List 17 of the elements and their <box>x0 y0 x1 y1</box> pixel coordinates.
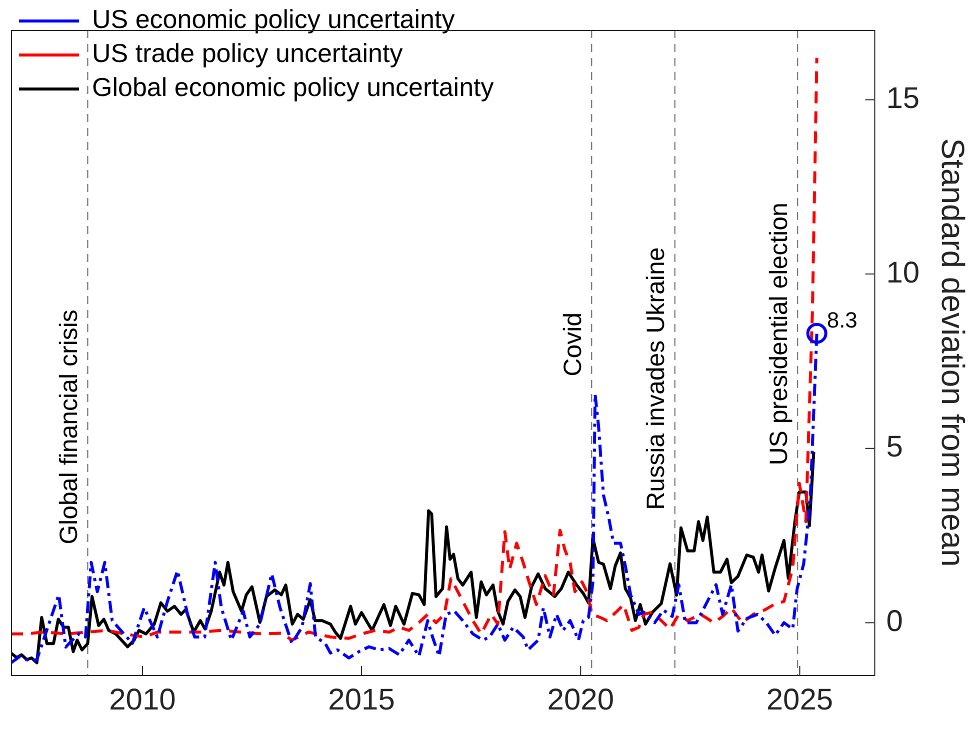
ref-line-label: Russia invades Ukraine <box>642 247 670 510</box>
y-tick-label: 15 <box>886 82 920 115</box>
legend-label: Global economic policy uncertainty <box>92 72 494 102</box>
y-tick-label: 0 <box>886 604 903 638</box>
ref-line-label: Global financial crisis <box>55 310 84 544</box>
y-tick-label: 5 <box>886 430 903 464</box>
x-tick-label: 2025 <box>766 683 834 716</box>
y-tick-label: 10 <box>886 256 920 290</box>
x-tick-label: 2015 <box>328 683 395 716</box>
x-tick-label: 2010 <box>109 683 176 716</box>
legend-label: US economic policy uncertainty <box>92 4 455 34</box>
ref-line-label: Covid <box>558 312 587 376</box>
x-tick-label: 2020 <box>547 683 614 716</box>
y-axis-title: Standard deviation from mean <box>934 138 971 567</box>
legend-label: US trade policy uncertainty <box>92 38 403 68</box>
annotation: 8.3 <box>826 307 858 332</box>
ref-line-label: US presidential election <box>764 202 793 466</box>
